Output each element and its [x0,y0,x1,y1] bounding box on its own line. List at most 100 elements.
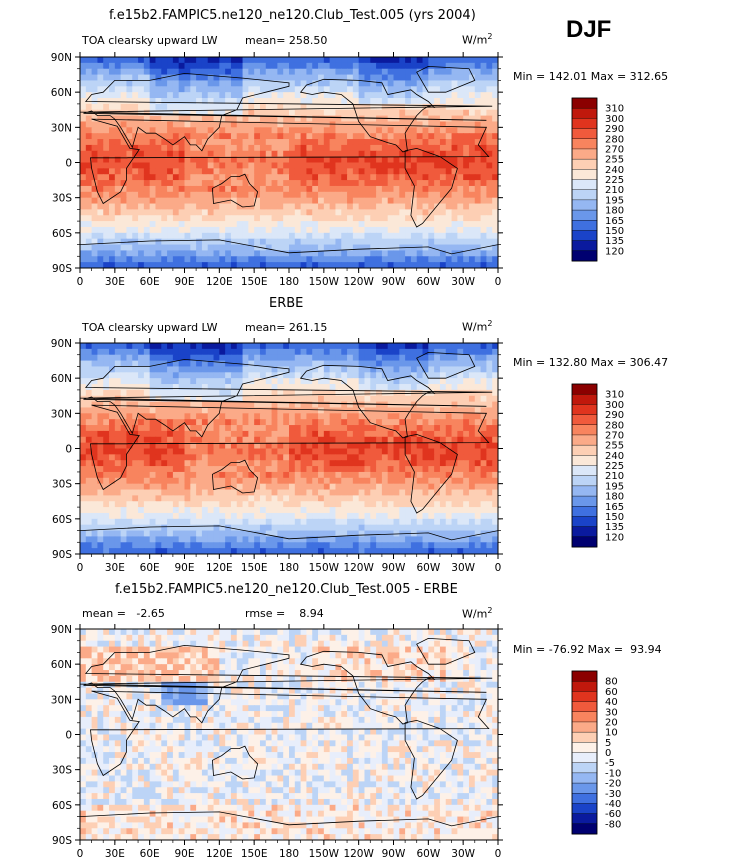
x-tick-label: 30E [105,562,125,574]
colorbar-label: -10 [605,768,621,779]
panel-2-units: W/m2 [462,319,492,334]
colorbar-label: 165 [605,502,624,513]
colorbar-label: 135 [605,522,624,533]
colorbar-label: -80 [605,819,621,830]
colorbar-label: 280 [605,134,624,145]
colorbar-label: -5 [605,758,615,769]
y-tick-label: 60S [52,514,72,526]
x-tick-label: 90W [382,562,406,574]
colorbar-box [571,526,598,538]
x-tick-label: 30E [105,848,125,860]
season-label: DJF [566,16,612,43]
colorbar-box [571,118,598,130]
colorbar-label: 225 [605,461,624,472]
panel-3-minmax: Min = -76.92 Max = 93.94 [513,643,662,656]
coastline [90,118,490,205]
colorbar-box [571,148,598,160]
colorbar-box [571,742,598,753]
coastline [299,364,436,439]
y-tick-label: 60N [51,659,72,671]
colorbar-label: 300 [605,400,624,411]
coastline [211,173,259,208]
colorbar-box [571,199,598,211]
panel-3-units-text: W/m [462,607,488,621]
colorbar-box [571,434,598,446]
colorbar-label: 60 [605,687,618,698]
x-tick-label: 60W [416,848,440,860]
colorbar-box [571,404,598,416]
y-tick-label: 0 [65,158,72,170]
colorbar-label: -40 [605,799,621,810]
panel-2-units-exponent: 2 [487,319,493,328]
colorbar-label: 195 [605,481,624,492]
colorbar-label: 300 [605,114,624,125]
panel-3-title: f.e15b2.FAMPIC5.ne120_ne120.Club_Test.00… [115,582,458,597]
x-tick-label: 150E [241,276,268,288]
y-tick-label: 30N [51,122,72,134]
panel-2-mean: mean= 261.15 [245,321,328,334]
coastline [80,525,498,554]
colorbar-label: 40 [605,697,618,708]
x-tick-label: 150E [241,562,268,574]
colorbar-box [571,424,598,436]
x-tick-label: 120W [343,848,374,860]
colorbar-box [571,475,598,487]
colorbar-box [571,444,598,456]
x-tick-label: 0 [77,848,84,860]
colorbar-label: 290 [605,124,624,135]
panel-1-variable-label: TOA clearsky upward LW [82,34,218,47]
x-tick-label: 150W [309,276,340,288]
panel-3-units: W/m2 [462,606,492,621]
colorbar-box [571,383,598,395]
colorbar-label: 120 [605,246,624,257]
coastline [404,719,458,800]
colorbar-label: 240 [605,451,624,462]
y-tick-label: 90N [51,624,72,636]
y-tick-label: 90N [51,52,72,64]
y-tick-label: 90S [52,549,72,561]
coastline [211,459,259,494]
x-tick-label: 120E [206,276,233,288]
colorbar-box [571,813,598,825]
panel-3-mean: mean = -2.65 [82,607,165,620]
coastline [416,65,476,93]
x-tick-label: 120W [343,276,374,288]
colorbar-label: 240 [605,165,624,176]
y-tick-label: 60N [51,87,72,99]
colorbar-box [571,128,598,140]
panel-1-mean: mean= 258.50 [245,34,328,47]
colorbar-label: 120 [605,532,624,543]
colorbar-label: 310 [605,104,624,115]
x-tick-label: 180 [279,848,299,860]
colorbar-box [571,465,598,477]
panel-1-units-text: W/m [462,33,488,47]
coastline [90,690,490,777]
y-tick-label: 30S [52,193,72,205]
colorbar-label: 270 [605,430,624,441]
colorbar-box [571,506,598,517]
colorbar-box [571,680,598,692]
colorbar-box [571,711,598,723]
colorbar-label: 280 [605,420,624,431]
x-tick-label: 90E [175,848,195,860]
colorbar-box [571,414,598,426]
colorbar-label: 255 [605,441,624,452]
colorbar-box [571,536,598,548]
colorbar-box [571,516,598,528]
x-tick-label: 60E [140,276,160,288]
colorbar-label: 80 [605,677,618,688]
colorbar-box [571,803,598,815]
colorbar-box [571,209,598,221]
coastline [299,650,436,725]
colorbar-label: 270 [605,144,624,155]
colorbar-label: -20 [605,779,621,790]
colorbar-label: 20 [605,717,618,728]
x-tick-label: 0 [495,562,502,574]
colorbar-label: 30 [605,707,618,718]
colorbar-label: 10 [605,728,618,739]
x-tick-label: 90W [382,276,406,288]
colorbar-box [571,189,598,201]
colorbar-label: 150 [605,226,624,237]
